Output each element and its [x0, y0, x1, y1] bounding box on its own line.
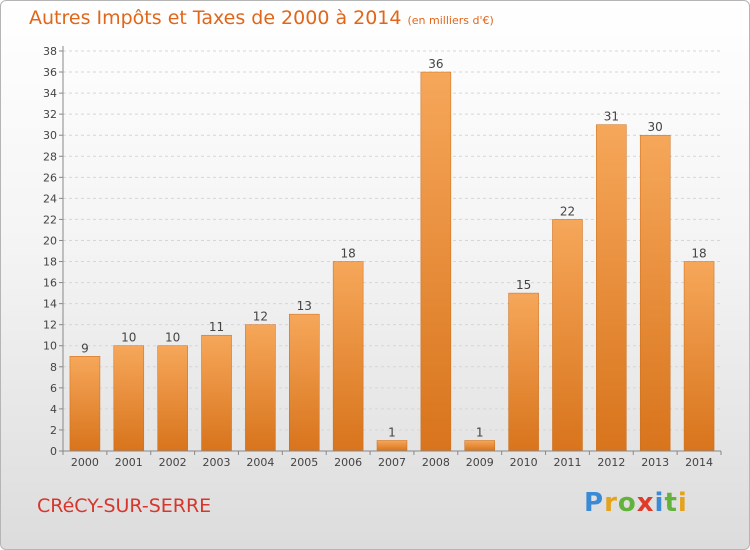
chart-subtitle: (en milliers d'€)	[407, 14, 494, 27]
bar-2014	[683, 261, 715, 452]
y-tick-label: 36	[43, 66, 57, 79]
y-tick-label: 26	[43, 171, 57, 184]
x-tick-label: 2003	[203, 456, 231, 469]
bar-2010	[508, 292, 539, 452]
x-tick-label: 2002	[159, 456, 187, 469]
bar-2001	[113, 345, 145, 452]
bar-2009	[464, 440, 495, 452]
y-tick-label: 2	[50, 424, 57, 437]
bar-value-label: 36	[428, 57, 443, 71]
bar-value-label: 13	[297, 299, 312, 313]
bar-value-label: 10	[121, 331, 136, 345]
logo-letter: i	[677, 488, 688, 518]
bar-2002	[157, 345, 188, 452]
bar-value-label: 1	[476, 425, 484, 439]
x-tick-label: 2011	[553, 456, 581, 469]
x-tick-label: 2006	[334, 456, 362, 469]
bar-2003	[201, 334, 232, 452]
y-tick-label: 16	[43, 277, 57, 290]
y-tick-label: 20	[43, 234, 57, 247]
y-tick-label: 14	[43, 298, 57, 311]
x-tick-label: 2005	[290, 456, 318, 469]
x-tick-label: 2013	[641, 456, 669, 469]
bar-2006	[332, 261, 364, 452]
bar-value-label: 22	[560, 204, 575, 218]
bar-value-label: 15	[516, 278, 531, 292]
bars: 9 10 10 11 12 13 18 1 36 1 15 22 31 30 18	[69, 57, 715, 452]
x-tick-label: 2012	[597, 456, 625, 469]
logo-letter: r	[604, 488, 618, 518]
y-tick-label: 4	[50, 403, 57, 416]
bar-value-label: 11	[209, 320, 224, 334]
y-tick-label: 6	[50, 382, 57, 395]
bar-2013	[639, 134, 671, 452]
bar-value-label: 1	[388, 425, 396, 439]
bar-2011	[552, 219, 583, 452]
bar-value-label: 30	[648, 120, 663, 134]
y-tick-label: 22	[43, 213, 57, 226]
bar-value-label: 31	[604, 110, 619, 124]
logo-letter: i	[654, 488, 665, 518]
bar-value-label: 12	[253, 310, 268, 324]
x-axis: 2000 2001 2002 2003 2004 2005 2006 2007 2008 2009…	[62, 450, 722, 469]
x-tick-label: 2014	[685, 456, 713, 469]
bar-2007	[376, 440, 408, 452]
logo-letter: x	[636, 488, 655, 518]
bar-2012	[596, 124, 627, 452]
x-tick-label: 2000	[71, 456, 99, 469]
y-tick-label: 38	[43, 45, 57, 58]
y-tick-label: 8	[50, 361, 57, 374]
y-tick-label: 32	[43, 108, 57, 121]
y-tick-label: 24	[43, 192, 57, 205]
chart-title: Autres Impôts et Taxes de 2000 à 2014 (en…	[29, 7, 494, 29]
x-tick-label: 2001	[115, 456, 143, 469]
bar-value-label: 10	[165, 331, 180, 345]
x-tick-label: 2007	[378, 456, 406, 469]
y-tick-label: 28	[43, 150, 57, 163]
x-tick-label: 2004	[246, 456, 274, 469]
x-tick-label: 2009	[466, 456, 494, 469]
y-tick-label: 0	[50, 445, 57, 458]
bar-value-label: 18	[340, 247, 355, 261]
chart-title-text: Autres Impôts et Taxes de 2000 à 2014	[29, 7, 402, 29]
logo-letter: o	[617, 488, 637, 518]
bar-2000	[69, 356, 101, 452]
bar-2004	[245, 324, 276, 452]
logo-letter: P	[584, 488, 605, 518]
logo-letter: t	[664, 488, 678, 518]
bar-2005	[289, 313, 320, 452]
y-tick-label: 10	[43, 340, 57, 353]
proxiti-logo: Proxiti	[584, 488, 688, 518]
x-tick-label: 2008	[422, 456, 450, 469]
x-tick-label: 2010	[510, 456, 538, 469]
bar-value-label: 9	[81, 341, 89, 355]
bar-2008	[420, 71, 452, 452]
city-name: CRéCY-SUR-SERRE	[37, 495, 212, 517]
y-tick-label: 12	[43, 319, 57, 332]
y-tick-label: 18	[43, 256, 57, 269]
y-tick-label: 30	[43, 129, 57, 142]
bar-value-label: 18	[691, 247, 706, 261]
y-tick-label: 34	[43, 87, 57, 100]
